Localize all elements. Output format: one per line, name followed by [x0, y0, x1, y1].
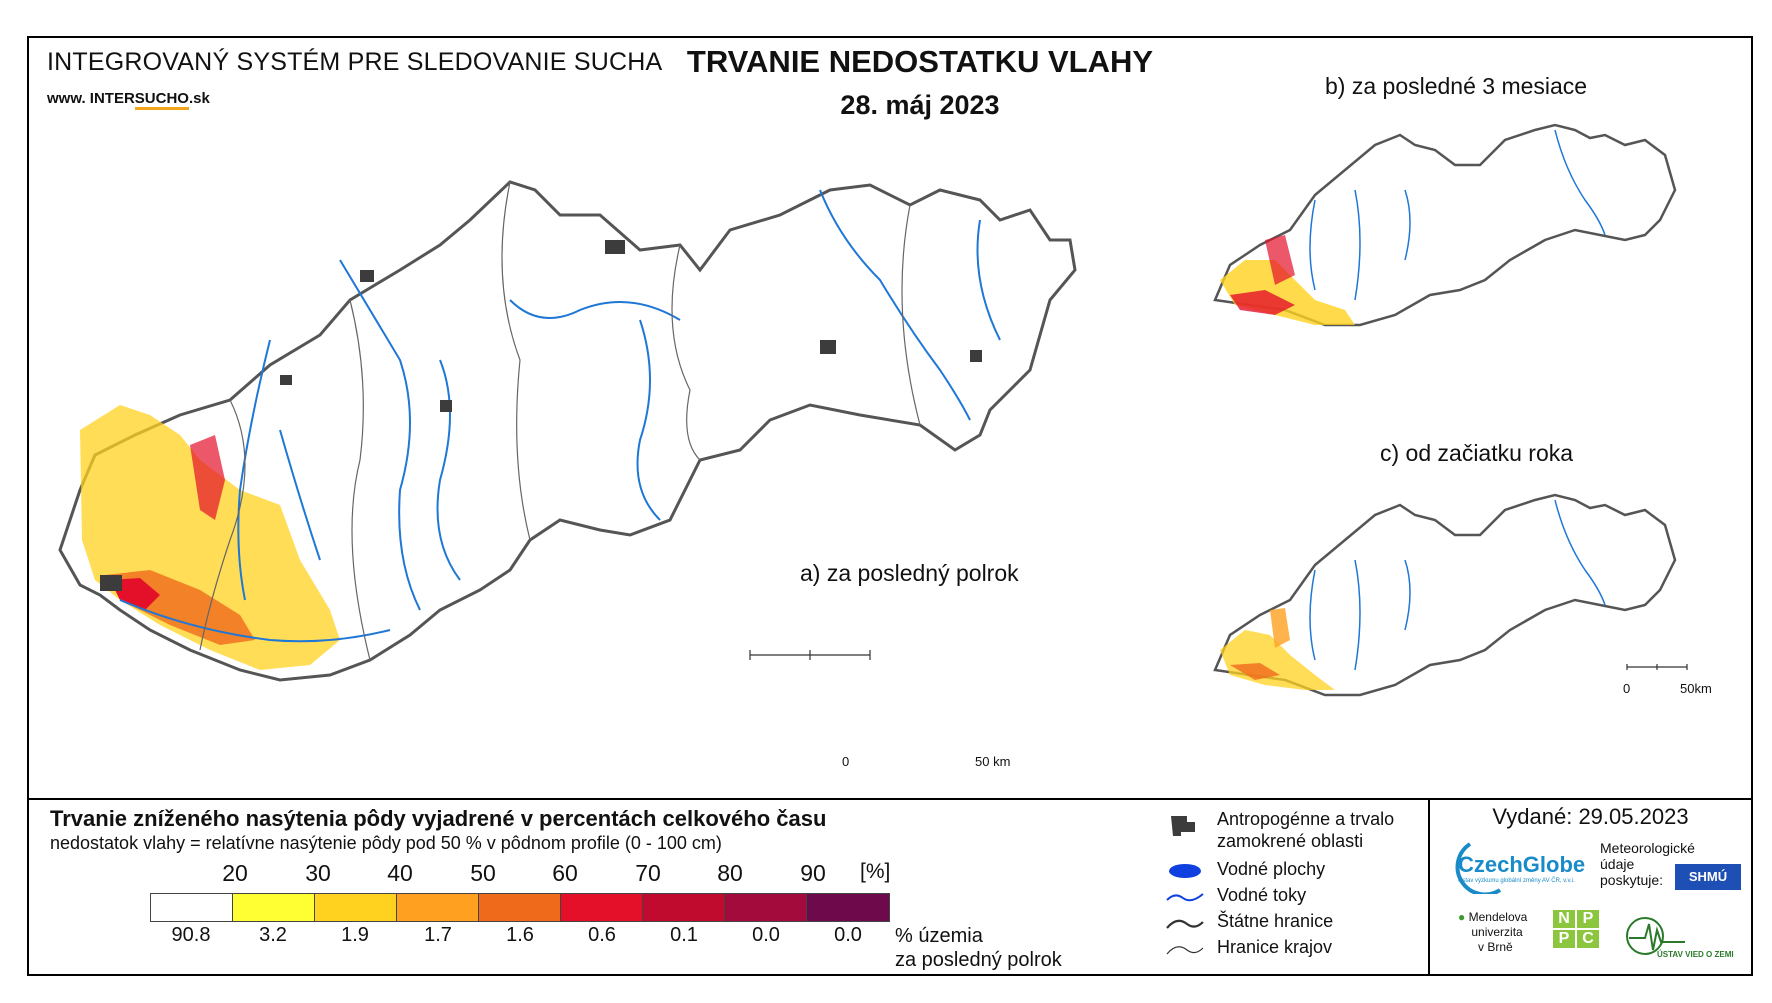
- percentage-value: 1.6: [506, 924, 534, 946]
- scale-c-zero: 0: [1623, 681, 1631, 696]
- scale-cell-8: [807, 894, 889, 921]
- percentage-value: 1.7: [424, 924, 452, 946]
- drought-strip-b: [1265, 235, 1295, 285]
- anthropogenic-label: Antropogénne a trvalo zamokrené oblasti: [1217, 809, 1395, 851]
- scale-cell-7: [725, 894, 807, 921]
- drought-strip-a: [190, 435, 225, 520]
- percentage-title: % územia za posledný polrok: [895, 925, 1062, 971]
- region-borders-label: Hranice krajov: [1217, 937, 1333, 957]
- tick-label: 30: [305, 860, 331, 886]
- urban-areas-a: [100, 240, 982, 591]
- scale-a-zero: 0: [842, 754, 850, 769]
- percentage-value: 0.6: [588, 924, 616, 946]
- tick-label: 70: [635, 860, 661, 886]
- drought-core-b: [1230, 290, 1295, 315]
- map-a-label: a) za posledný polrok: [800, 560, 1019, 586]
- tick-label: 60: [552, 860, 578, 886]
- map-a: [58, 180, 1077, 682]
- uvz-logo: ÚSTAV VIED O ZEMI: [1625, 908, 1735, 964]
- water-bodies-label: Vodné plochy: [1217, 859, 1326, 879]
- slovakia-outline-c: [1213, 493, 1677, 697]
- nppc-logo: N P P C: [1553, 910, 1599, 948]
- map-b: [1213, 123, 1677, 327]
- czechglobe-logo: CzechGlobe Ústav výzkumu globální změny …: [1440, 838, 1590, 894]
- percentage-value: 0.0: [752, 924, 780, 946]
- stream-icon: [1166, 893, 1204, 902]
- tick-label: 80: [717, 860, 743, 886]
- percentage-value: 90.8: [171, 924, 211, 946]
- drought-peak-a: [110, 578, 160, 610]
- mendel-dots-icon: ●: [1458, 910, 1466, 924]
- map-date: 28. máj 2023: [840, 90, 1000, 120]
- map-title: TRVANIE NEDOSTATKU VLAHY: [686, 44, 1154, 79]
- tick-label: 40: [387, 860, 413, 886]
- drought-core-c: [1230, 663, 1280, 680]
- scale-cell-4: [479, 894, 561, 921]
- legend-divider: [27, 798, 1753, 800]
- scale-unit: [%]: [860, 860, 891, 883]
- scale-bar-c: [1626, 664, 1688, 670]
- tick-label: 20: [222, 860, 248, 886]
- map-b-label: b) za posledné 3 mesiace: [1325, 73, 1588, 99]
- czechglobe-name: CzechGlobe: [1458, 852, 1586, 877]
- uvz-seismograph-icon: [1626, 917, 1685, 955]
- water-body-icon: [1169, 864, 1201, 878]
- state-borders-label: Štátne hranice: [1217, 911, 1334, 931]
- water-streams-label: Vodné toky: [1217, 885, 1307, 905]
- region-border-icon: [1166, 946, 1204, 955]
- tick-label: 90: [800, 860, 826, 886]
- scale-bar-a: [749, 650, 871, 660]
- rivers-a: [119, 189, 1001, 643]
- mendel-logo: ● Mendelova univerzita v Brně: [1458, 910, 1528, 954]
- scale-cell-6: [643, 894, 725, 921]
- meteo-label: Meteorologické údaje poskytuje:: [1600, 840, 1695, 888]
- nppc-cell: C: [1577, 930, 1599, 948]
- legend-title: Trvanie zníženého nasýtenia pôdy vyjadre…: [50, 806, 827, 831]
- slovakia-outline-a: [58, 180, 1077, 682]
- anthropogenic-symbol-icon: [1171, 816, 1195, 836]
- scale-c-label: 50km: [1680, 681, 1712, 696]
- scale-cell-1: [233, 894, 315, 921]
- tick-label: 50: [470, 860, 496, 886]
- scale-cell-5: [561, 894, 643, 921]
- scale-a-label: 50 km: [975, 754, 1011, 769]
- scale-cell-0: [151, 894, 233, 921]
- nppc-cell: N: [1553, 910, 1575, 928]
- percentage-value: 0.0: [834, 924, 862, 946]
- issuer-divider: [1428, 798, 1430, 976]
- drought-strip-c: [1270, 608, 1290, 648]
- map-c: [1213, 493, 1688, 697]
- map-c-label: c) od začiatku roka: [1380, 440, 1574, 466]
- rivers-b: [1309, 129, 1606, 301]
- issued-date: Vydané: 29.05.2023: [1492, 804, 1689, 829]
- czechglobe-sub: Ústav výzkumu globální změny AV ČR, v.v.…: [1458, 878, 1575, 884]
- legend-subtitle: nedostatok vlahy = relatívne nasýtenie p…: [50, 833, 722, 853]
- system-url[interactable]: www. INTERSUCHO.sk: [47, 90, 210, 110]
- percentage-value: 0.1: [670, 924, 698, 946]
- uvz-name: ÚSTAV VIED O ZEMI: [1657, 950, 1734, 959]
- color-scale: [150, 893, 890, 922]
- percentage-value: 1.9: [341, 924, 369, 946]
- shmu-logo: SHMÚ: [1675, 864, 1741, 890]
- scale-cell-2: [315, 894, 397, 921]
- system-title: INTEGROVANÝ SYSTÉM PRE SLEDOVANIE SUCHA: [47, 48, 663, 76]
- slovakia-outline-b: [1213, 123, 1677, 327]
- nppc-cell: P: [1577, 910, 1599, 928]
- region-borders-a: [199, 181, 921, 661]
- state-border-icon: [1166, 919, 1204, 929]
- scale-cell-3: [397, 894, 479, 921]
- map-frame: [27, 36, 1753, 976]
- percentage-value: 3.2: [259, 924, 287, 946]
- czechglobe-arc-icon: [1455, 842, 1502, 894]
- nppc-cell: P: [1553, 930, 1575, 948]
- rivers-c: [1309, 499, 1606, 671]
